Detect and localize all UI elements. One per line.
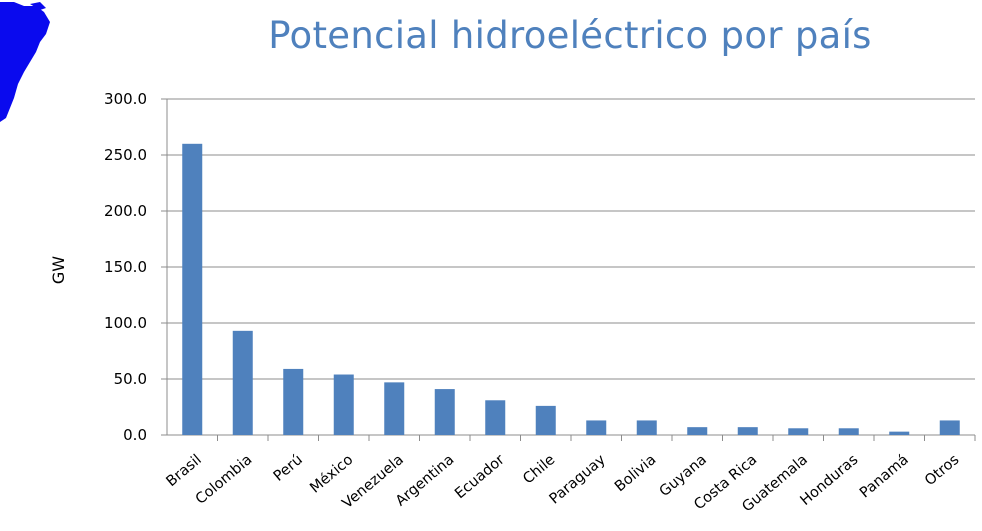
bar-brasil bbox=[182, 143, 203, 436]
bar-venezuela bbox=[384, 382, 405, 435]
x-tick-label: Colombia bbox=[193, 452, 255, 508]
chart-title: Potencial hidroeléctrico por país bbox=[268, 14, 872, 57]
south-america-map-image bbox=[0, 2, 50, 122]
bar-honduras bbox=[838, 428, 859, 435]
x-tick-label: Brasil bbox=[164, 452, 205, 490]
y-tick-label: 100.0 bbox=[104, 314, 147, 332]
axes bbox=[161, 98, 976, 441]
x-tick-label: Bolivia bbox=[612, 452, 659, 495]
x-tick-label: Chile bbox=[520, 452, 558, 488]
x-tick-label: Paraguay bbox=[547, 452, 609, 508]
y-tick-label: 250.0 bbox=[104, 146, 147, 164]
bar-guyana bbox=[687, 427, 708, 435]
bar-ecuador bbox=[485, 400, 506, 435]
y-tick-labels: 0.0 50.0 100.0 150.0 200.0 250.0 300.0 bbox=[104, 90, 147, 444]
bar-chile bbox=[535, 405, 556, 435]
y-tick-label: 0.0 bbox=[123, 426, 147, 444]
bar-otros bbox=[939, 420, 960, 435]
y-tick-label: 200.0 bbox=[104, 202, 147, 220]
y-tick-label: 150.0 bbox=[104, 258, 147, 276]
bar-perú bbox=[283, 368, 304, 435]
bar-panamá bbox=[889, 431, 910, 435]
gridlines bbox=[167, 98, 975, 380]
bar-colombia bbox=[232, 330, 253, 435]
y-axis-label: GW bbox=[49, 256, 68, 284]
bar-paraguay bbox=[586, 420, 607, 435]
bars bbox=[182, 143, 960, 436]
x-tick-label: Panamá bbox=[857, 452, 912, 502]
y-tick-label: 300.0 bbox=[104, 90, 147, 108]
bar-argentina bbox=[434, 389, 455, 435]
bar-guatemala bbox=[788, 428, 809, 435]
y-tick-label: 50.0 bbox=[114, 370, 147, 388]
bar-bolivia bbox=[636, 420, 657, 435]
bar-costa-rica bbox=[737, 427, 758, 435]
bar-méxico bbox=[333, 374, 354, 435]
x-tick-label: México bbox=[307, 452, 356, 497]
x-tick-label: Perú bbox=[271, 452, 306, 485]
x-tick-label: Otros bbox=[922, 452, 962, 489]
x-tick-label: Ecuador bbox=[452, 452, 508, 502]
